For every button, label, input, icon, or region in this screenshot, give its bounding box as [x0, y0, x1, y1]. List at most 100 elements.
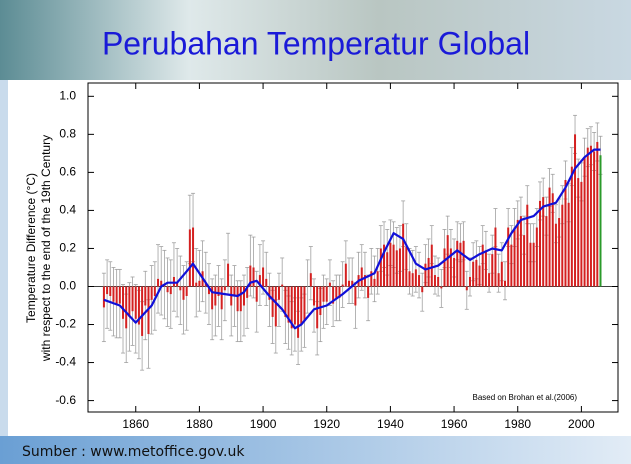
x-tick-label: 1880	[186, 417, 213, 431]
smoothed-line	[103, 148, 601, 330]
bar	[475, 259, 478, 287]
bar	[589, 145, 592, 287]
bar	[405, 246, 408, 287]
bar	[354, 286, 357, 306]
bar	[176, 282, 179, 287]
left-strip	[0, 80, 8, 440]
bar	[494, 227, 497, 287]
bar	[574, 134, 577, 287]
bar	[446, 235, 449, 287]
bar	[440, 286, 443, 289]
y-axis-label: Temperature Difference (°C)	[24, 173, 38, 323]
title: Perubahan Temperatur Global	[102, 25, 530, 61]
bar	[122, 286, 125, 319]
bar	[277, 286, 280, 300]
bar	[338, 286, 341, 298]
bar	[153, 286, 156, 296]
bar	[319, 286, 322, 316]
bar	[363, 275, 366, 287]
bar	[255, 286, 258, 302]
bar	[207, 286, 210, 295]
bar	[351, 280, 354, 287]
y-tick-label: 0.6	[59, 165, 76, 179]
bar	[106, 286, 109, 295]
x-tick-label: 1980	[504, 417, 531, 431]
bar	[449, 248, 452, 287]
bar	[211, 286, 214, 310]
bar	[370, 271, 373, 287]
bar	[443, 248, 446, 287]
bar	[411, 273, 414, 287]
y-tick-label: 1.0	[59, 88, 76, 102]
bar	[383, 244, 386, 287]
bar	[577, 178, 580, 287]
bar	[223, 286, 226, 291]
bar	[185, 286, 188, 296]
bar	[478, 265, 481, 287]
bar	[335, 286, 338, 298]
bar	[519, 216, 522, 287]
bar	[558, 218, 561, 287]
bar	[303, 286, 306, 321]
footer-band	[0, 436, 631, 464]
bar	[418, 275, 421, 287]
bar	[109, 286, 112, 296]
bar	[503, 280, 506, 287]
bar	[188, 229, 191, 287]
bar	[593, 151, 596, 287]
bar	[125, 286, 128, 329]
bar	[281, 284, 284, 287]
x-tick-label: 1900	[250, 417, 277, 431]
bar	[379, 248, 382, 287]
bar	[398, 248, 401, 287]
bar	[570, 166, 573, 287]
bar	[389, 242, 392, 287]
bar	[554, 223, 557, 287]
y-tick-label: 0.0	[59, 279, 76, 293]
bar	[341, 284, 344, 287]
bar	[488, 273, 491, 287]
bar	[542, 197, 545, 287]
y-tick-label: 0.8	[59, 127, 76, 141]
bar	[166, 286, 169, 293]
bar	[348, 280, 351, 287]
bar	[274, 286, 277, 327]
x-tick-label: 1860	[122, 417, 149, 431]
bar	[344, 263, 347, 287]
bar	[408, 271, 411, 287]
bar	[472, 261, 475, 287]
y-tick-label: 0.2	[59, 241, 76, 255]
x-tick-label: 1960	[441, 417, 468, 431]
y-tick-label: -0.6	[55, 393, 76, 407]
bar	[535, 227, 538, 287]
y-tick-label: 0.4	[59, 203, 76, 217]
bar	[214, 286, 217, 306]
bar	[599, 155, 602, 287]
bar	[567, 202, 570, 287]
x-tick-label: 1920	[313, 417, 340, 431]
bar	[290, 286, 293, 329]
bar	[551, 193, 554, 287]
bar	[102, 286, 105, 308]
bar	[497, 273, 500, 287]
bar	[258, 275, 261, 287]
bar	[465, 286, 468, 291]
bar	[313, 286, 316, 306]
bar	[373, 278, 376, 287]
bar	[112, 286, 115, 302]
bar	[583, 157, 586, 287]
bar	[513, 227, 516, 287]
bar	[453, 257, 456, 287]
bar	[233, 286, 236, 296]
bar	[242, 286, 245, 306]
y-tick-label: -0.4	[55, 355, 76, 369]
bar	[402, 223, 405, 287]
bar	[484, 250, 487, 287]
bar	[192, 227, 195, 287]
bar	[510, 244, 513, 287]
bar	[462, 240, 465, 287]
bar	[424, 263, 427, 287]
bar	[395, 250, 398, 287]
